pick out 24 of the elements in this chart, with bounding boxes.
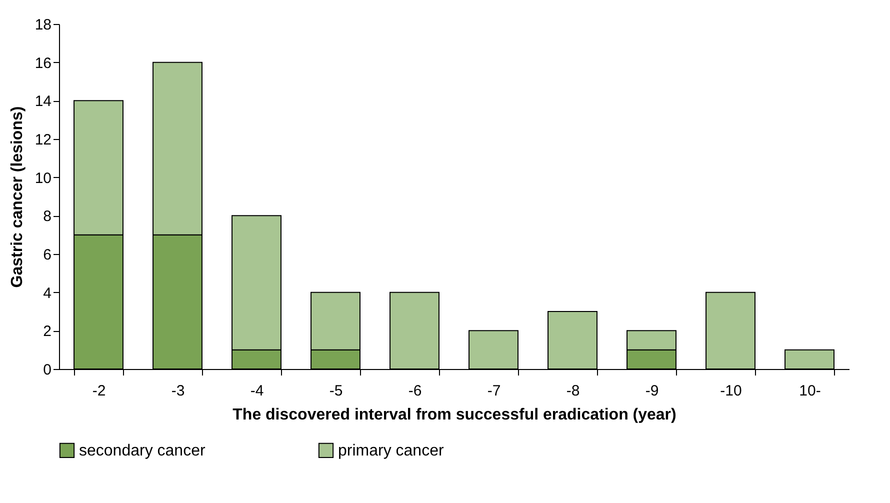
y-tick-label: 14 [34, 93, 52, 110]
y-tick-label: 0 [43, 362, 52, 378]
y-tick-label: 16 [34, 54, 52, 72]
x-tick-label: -6 [408, 382, 422, 400]
x-tick-label: -8 [566, 382, 580, 400]
y-tick-label: 10 [34, 170, 52, 187]
y-tick-label: 12 [34, 132, 52, 148]
x-tick-label: -3 [171, 382, 185, 400]
y-tick-label: 2 [43, 323, 52, 340]
x-tick-label: -7 [487, 382, 501, 400]
y-tick-label: 6 [43, 246, 52, 264]
x-tick-label: -5 [329, 382, 343, 400]
x-axis-title: The discovered interval from successful eradication (year) [232, 406, 676, 424]
x-tick-label: -9 [645, 382, 659, 400]
y-tick-label: 8 [43, 208, 52, 226]
legend-label: primary cancer [338, 442, 444, 460]
legend-label: secondary cancer [79, 442, 206, 460]
x-tick-label: -4 [250, 382, 264, 400]
x-tick-label: 10- [799, 382, 821, 400]
x-tick-label: -10 [720, 382, 742, 400]
y-axis-title: Gastric cancer (lesions) [8, 106, 26, 288]
x-tick-label: -2 [92, 382, 106, 400]
y-tick-label: 4 [43, 284, 52, 302]
y-tick-label: 18 [34, 16, 52, 34]
